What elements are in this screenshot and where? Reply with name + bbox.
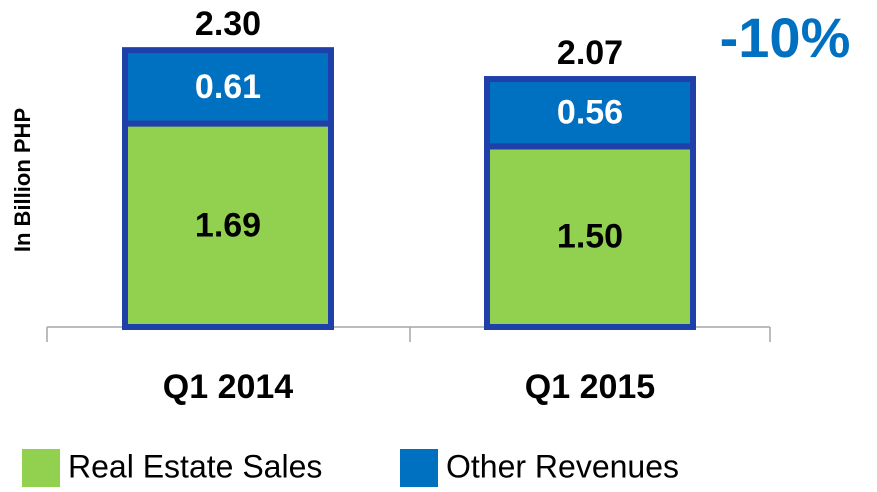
bar-segment <box>122 47 334 127</box>
value-label: 0.61 <box>195 68 261 106</box>
total-label: 2.07 <box>557 34 623 72</box>
x-tick-label: Q1 2014 <box>163 368 294 406</box>
legend-label: Other Revenues <box>446 448 679 484</box>
value-label: 1.50 <box>557 218 623 256</box>
value-label: 1.69 <box>195 206 261 244</box>
bar-segment <box>122 120 334 330</box>
legend-label: Real Estate Sales <box>68 448 322 484</box>
total-label: 2.30 <box>195 5 261 43</box>
legend-swatch <box>22 449 60 487</box>
value-label: 0.56 <box>557 94 623 132</box>
annotation: -10% <box>720 6 851 69</box>
bar-segment <box>484 76 696 150</box>
x-tick-label: Q1 2015 <box>525 368 655 406</box>
y-axis-label: In Billion PHP <box>10 108 35 252</box>
legend-swatch <box>400 449 438 487</box>
